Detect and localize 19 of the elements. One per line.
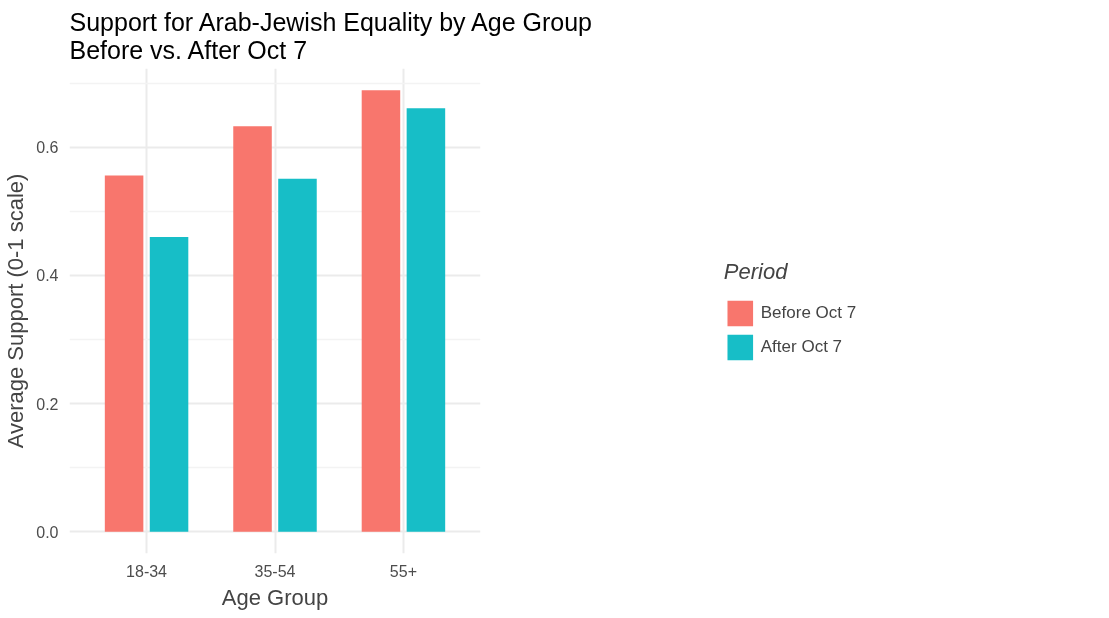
bar: [149, 237, 189, 532]
bar: [104, 175, 144, 532]
y-tick-label: 0.6: [36, 139, 59, 157]
legend-label: After Oct 7: [760, 335, 843, 358]
bar: [406, 108, 446, 532]
x-axis-title: Age Group: [221, 584, 329, 610]
x-tick-label: 55+: [389, 562, 418, 580]
legend-label: Before Oct 7: [760, 301, 857, 324]
bar: [361, 90, 401, 532]
x-tick-label: 35-54: [254, 562, 296, 580]
bar: [278, 178, 317, 532]
y-tick-label: 0.2: [36, 395, 59, 413]
y-tick-label: 0.0: [36, 523, 59, 541]
y-axis-title: Average Support (0-1 scale): [3, 173, 29, 449]
y-tick-label: 0.4: [36, 267, 59, 285]
legend-title: Period: [723, 258, 789, 285]
chart-title: Support for Arab-Jewish Equality by Age Group Before vs. After Oct 7: [69, 7, 593, 64]
bar: [233, 126, 272, 532]
x-tick-label: 18-34: [126, 562, 168, 580]
